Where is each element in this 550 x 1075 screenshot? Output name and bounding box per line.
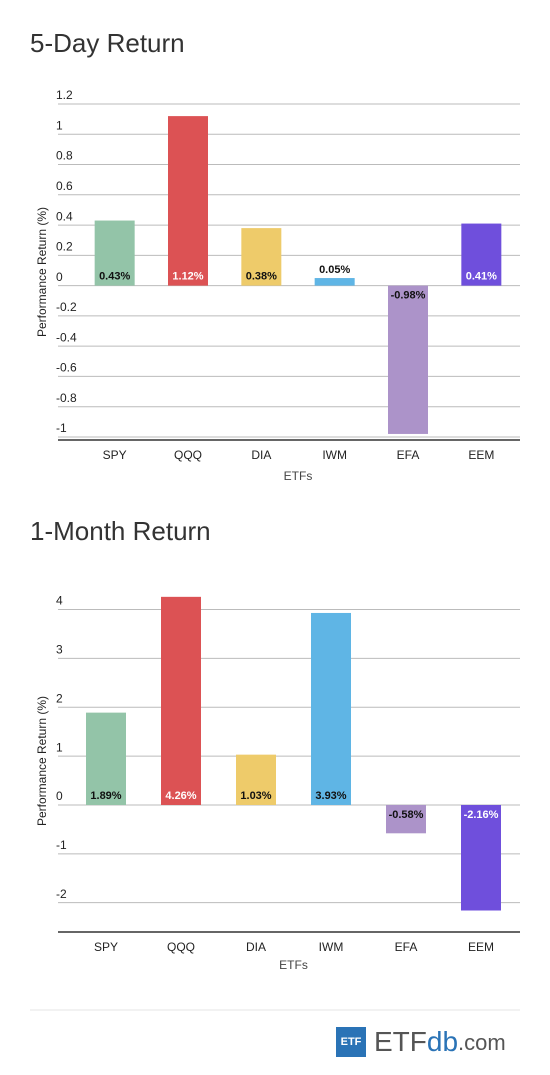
y-tick-label: 0.6 bbox=[56, 179, 73, 193]
bar bbox=[86, 712, 126, 805]
x-tick-label: SPY bbox=[94, 940, 118, 954]
y-tick-label: 1.2 bbox=[56, 88, 73, 102]
logo-name3: .com bbox=[458, 1030, 506, 1055]
y-tick-label: 1 bbox=[56, 740, 63, 754]
bar bbox=[461, 804, 501, 911]
y-tick-label: 0 bbox=[56, 270, 63, 284]
value-label: 4.26% bbox=[165, 790, 196, 802]
value-label: -0.98% bbox=[391, 290, 426, 302]
value-label: 1.12% bbox=[172, 271, 203, 283]
x-tick-label: EEM bbox=[468, 940, 494, 954]
y-tick-label: 1 bbox=[56, 118, 63, 132]
x-tick-label: IWM bbox=[322, 448, 347, 462]
x-tick-label: EEM bbox=[468, 448, 494, 462]
chart-title: 1-Month Return bbox=[30, 516, 211, 546]
bar bbox=[461, 223, 502, 286]
x-axis-label: ETFs bbox=[279, 958, 308, 972]
value-label: -0.58% bbox=[389, 809, 424, 821]
y-tick-label: -1 bbox=[56, 838, 67, 852]
y-axis-label: Performance Return (%) bbox=[35, 696, 49, 826]
y-tick-label: 4 bbox=[56, 594, 63, 608]
x-tick-label: EFA bbox=[395, 940, 418, 954]
logo-badge-box bbox=[336, 1027, 366, 1057]
value-label: 1.03% bbox=[240, 790, 271, 802]
x-axis-label: ETFs bbox=[284, 469, 313, 483]
x-tick-label: IWM bbox=[319, 940, 344, 954]
logo-name: ETF bbox=[374, 1026, 427, 1057]
value-label: -2.16% bbox=[464, 809, 499, 821]
bar bbox=[94, 220, 135, 286]
logo-name2: db bbox=[427, 1026, 458, 1057]
logo-badge: ETF bbox=[341, 1036, 362, 1048]
y-tick-label: 2 bbox=[56, 691, 63, 705]
y-tick-label: -0.8 bbox=[56, 391, 77, 405]
y-tick-label: -0.4 bbox=[56, 330, 77, 344]
bar bbox=[236, 754, 276, 805]
y-tick-label: -1 bbox=[56, 421, 67, 435]
x-tick-label: DIA bbox=[246, 940, 266, 954]
bar bbox=[241, 228, 282, 286]
y-tick-label: -0.6 bbox=[56, 361, 77, 375]
chart-title: 5-Day Return bbox=[30, 28, 185, 58]
x-tick-label: QQQ bbox=[167, 940, 195, 954]
x-tick-label: SPY bbox=[103, 448, 127, 462]
value-label: 0.43% bbox=[99, 271, 130, 283]
bar bbox=[161, 596, 201, 805]
y-tick-label: 0.4 bbox=[56, 209, 73, 223]
y-axis-label: Performance Return (%) bbox=[35, 207, 49, 337]
bar bbox=[168, 116, 208, 286]
y-tick-label: 0.2 bbox=[56, 240, 73, 254]
y-tick-label: 3 bbox=[56, 643, 63, 657]
bar bbox=[386, 804, 426, 834]
x-tick-label: DIA bbox=[251, 448, 271, 462]
value-label: 0.05% bbox=[319, 264, 350, 276]
value-label: 0.41% bbox=[466, 271, 497, 283]
y-tick-label: -2 bbox=[56, 887, 67, 901]
y-tick-label: 0 bbox=[56, 789, 63, 803]
x-tick-label: EFA bbox=[397, 448, 420, 462]
bar bbox=[314, 278, 355, 286]
bar bbox=[311, 612, 351, 805]
logo-text: ETFdb.com bbox=[374, 1026, 506, 1057]
bar bbox=[388, 285, 428, 434]
value-label: 3.93% bbox=[315, 790, 346, 802]
x-tick-label: QQQ bbox=[174, 448, 202, 462]
value-label: 1.89% bbox=[90, 790, 121, 802]
y-tick-label: 0.8 bbox=[56, 149, 73, 163]
y-tick-label: -0.2 bbox=[56, 300, 77, 314]
value-label: 0.38% bbox=[246, 271, 277, 283]
